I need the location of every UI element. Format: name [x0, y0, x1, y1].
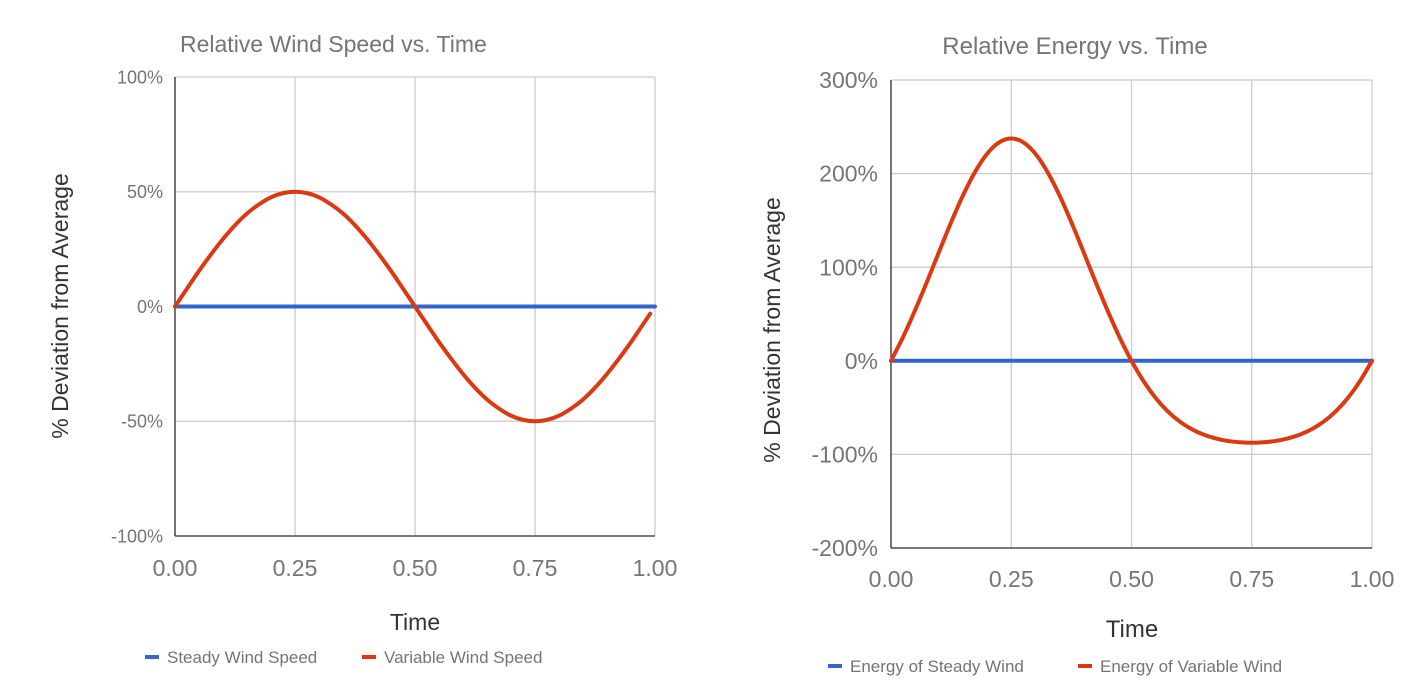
- x-axis-title: Time: [390, 609, 440, 635]
- chart-title: Relative Energy vs. Time: [942, 33, 1207, 60]
- y-tick-label: -100%: [812, 441, 878, 467]
- y-tick-label: 0%: [137, 297, 163, 317]
- legend-label: Variable Wind Speed: [384, 648, 542, 667]
- x-tick-label: 0.00: [153, 555, 198, 581]
- y-tick-label: 50%: [127, 182, 163, 202]
- x-tick-label: 0.75: [513, 555, 558, 581]
- variable-series-line: [173, 189, 653, 424]
- legend-label: Energy of Variable Wind: [1100, 657, 1282, 676]
- x-tick-label: 1.00: [1350, 566, 1395, 592]
- legend-label: Energy of Steady Wind: [850, 657, 1024, 676]
- x-tick-label: 0.25: [989, 566, 1034, 592]
- y-axis-title: % Deviation from Average: [759, 197, 785, 463]
- y-tick-label: 0%: [845, 348, 878, 374]
- y-tick-label: 300%: [819, 67, 878, 93]
- wind-speed-chart: 100% 50% 0% -50% -100% 0.00 0.25 0.50 0.75 1.00 Re…: [47, 31, 677, 667]
- y-tick-label: -100%: [111, 526, 163, 546]
- y-tick-label: 200%: [819, 161, 878, 187]
- energy-chart: 300% 200% 100% 0% -100% -200% 0.00 0.25 0.50 0.75…: [759, 33, 1394, 676]
- x-tick-label: 1.00: [633, 555, 678, 581]
- y-tick-label: 100%: [117, 67, 163, 87]
- y-tick-label: -200%: [812, 535, 878, 561]
- legend-label: Steady Wind Speed: [167, 648, 317, 667]
- x-axis-title: Time: [1106, 616, 1158, 643]
- y-axis-title: % Deviation from Average: [47, 173, 73, 439]
- chart-title: Relative Wind Speed vs. Time: [180, 31, 487, 57]
- x-tick-label: 0.50: [393, 555, 438, 581]
- x-tick-label: 0.25: [273, 555, 318, 581]
- y-tick-label: 100%: [819, 254, 878, 280]
- variable-series-line: [889, 136, 1374, 445]
- y-tick-label: -50%: [121, 412, 163, 432]
- x-tick-label: 0.00: [869, 566, 914, 592]
- x-tick-label: 0.50: [1109, 566, 1154, 592]
- x-tick-label: 0.75: [1229, 566, 1274, 592]
